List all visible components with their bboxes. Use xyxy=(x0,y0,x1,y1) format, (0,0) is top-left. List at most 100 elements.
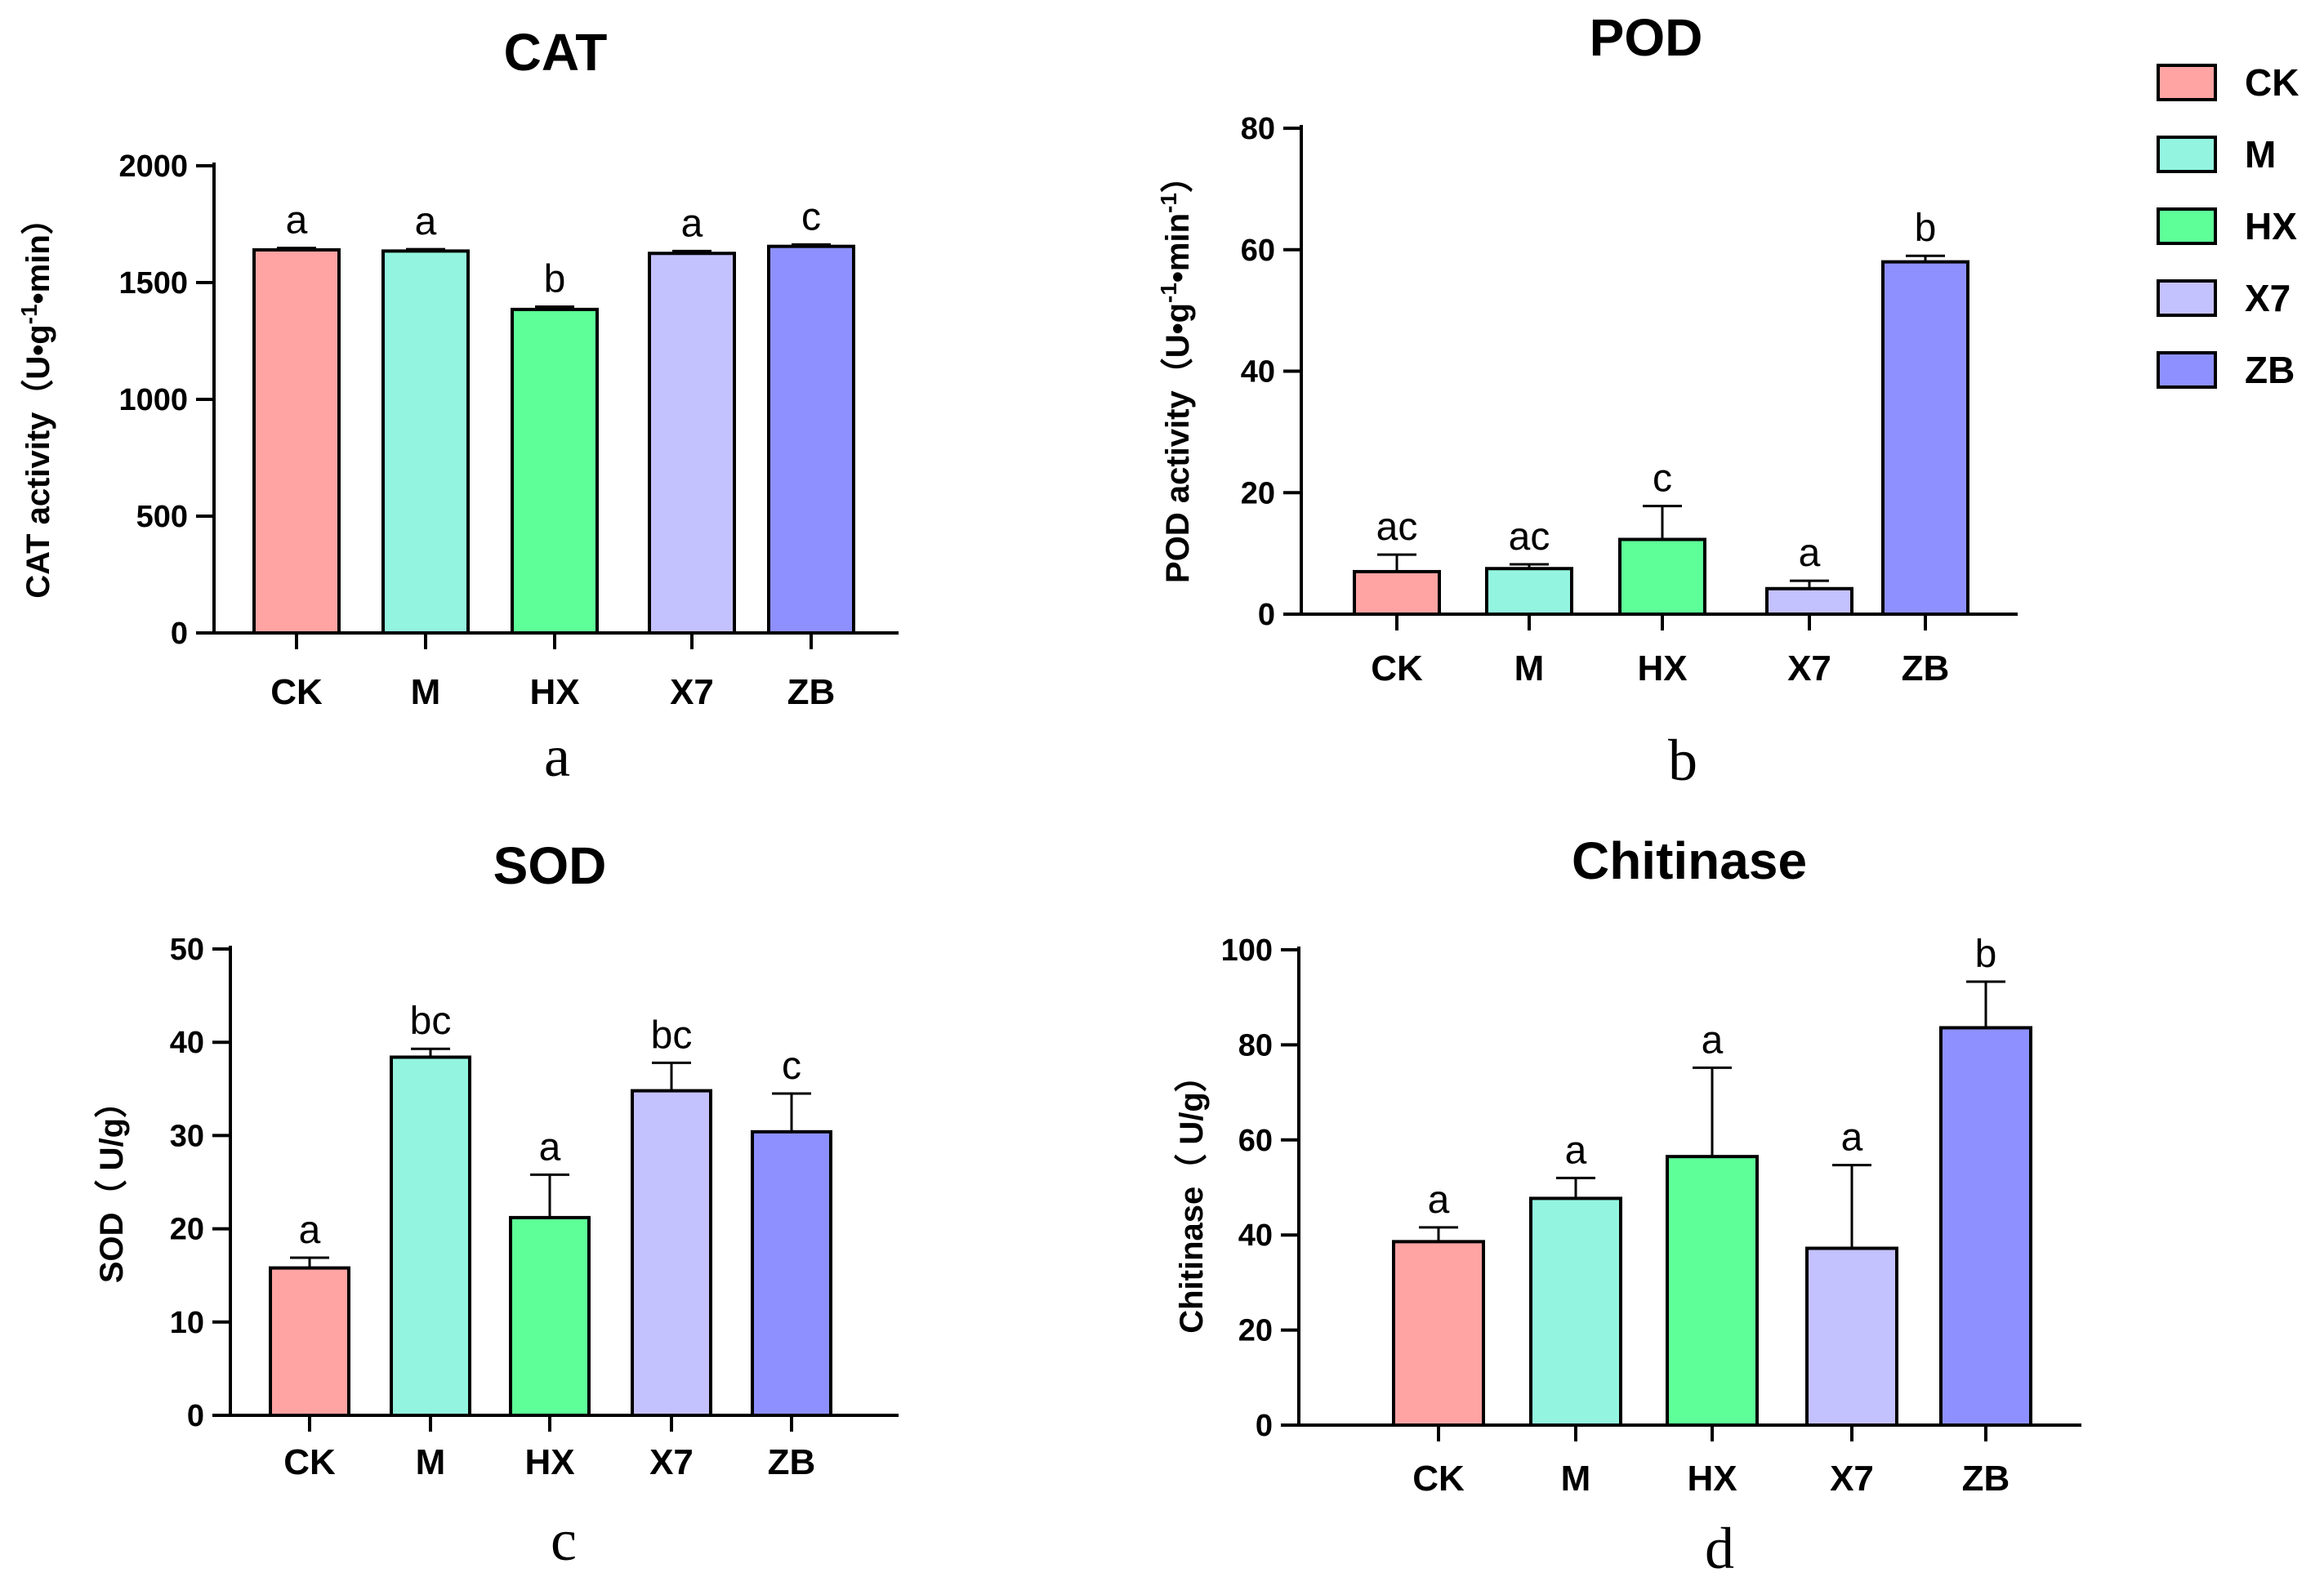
y-tick-label: 40 xyxy=(1241,355,1275,390)
x-tick-label: ZB xyxy=(1962,1459,2010,1499)
chart-cat: CAT CAT activity（U•g-1•min） 0 500 1000 1500 20… xyxy=(16,23,899,789)
x-tick-label: M xyxy=(416,1442,446,1482)
y-tick-label: 40 xyxy=(1238,1218,1273,1253)
y-tick-label: 0 xyxy=(1258,598,1275,632)
bar-m xyxy=(1485,567,1573,616)
significance-label: c xyxy=(801,195,821,238)
significance-label: b xyxy=(544,257,566,301)
x-tick-label: M xyxy=(1561,1459,1591,1499)
significance-label: a xyxy=(1428,1178,1450,1222)
y-tick-label: 10 xyxy=(170,1306,204,1340)
legend-swatch-hx xyxy=(2157,207,2217,245)
chart-title: Chitinase xyxy=(1572,831,1807,890)
bar-hx xyxy=(511,307,599,635)
significance-label: a xyxy=(1565,1129,1587,1172)
significance-label: c xyxy=(782,1045,801,1088)
bar-m xyxy=(381,249,470,635)
significance-label: a xyxy=(681,202,703,245)
y-tick-label: 1500 xyxy=(118,266,188,301)
legend: CK M HX X7 ZB xyxy=(2157,61,2299,391)
panel-label: b xyxy=(1668,728,1697,793)
x-tick-label: M xyxy=(1514,648,1545,688)
bar-zb xyxy=(1881,260,1969,616)
significance-label: a xyxy=(286,199,308,243)
y-tick-label: 20 xyxy=(170,1213,204,1247)
x-tick-label: HX xyxy=(1637,648,1687,688)
chart-title: SOD xyxy=(493,836,607,895)
panel-label: d xyxy=(1705,1516,1734,1581)
bar-ck xyxy=(252,247,341,635)
y-tick-label: 100 xyxy=(1221,933,1273,968)
y-tick-label: 50 xyxy=(170,933,204,967)
bar-x7 xyxy=(1805,1246,1898,1427)
significance-label: a xyxy=(1799,532,1821,575)
x-tick-label: X7 xyxy=(649,1442,694,1482)
bar-m xyxy=(390,1055,471,1418)
significance-label: a xyxy=(539,1125,561,1169)
significance-label: c xyxy=(1653,457,1672,501)
chart-title: CAT xyxy=(504,23,608,82)
y-tick-label: 0 xyxy=(171,617,188,651)
legend-swatch-ck xyxy=(2157,64,2217,101)
bar-x7 xyxy=(648,252,736,635)
x-tick-label: M xyxy=(411,672,441,712)
legend-swatch-x7 xyxy=(2157,279,2217,317)
x-tick-label: X7 xyxy=(670,672,714,712)
significance-label: ac xyxy=(1376,506,1418,549)
significance-label: ac xyxy=(1509,515,1550,559)
bar-ck xyxy=(269,1266,350,1417)
legend-label-hx: HX xyxy=(2245,205,2297,247)
significance-label: bc xyxy=(410,1000,452,1043)
significance-label: b xyxy=(1975,933,1997,976)
y-tick-label: 500 xyxy=(136,500,188,534)
y-tick-label: 60 xyxy=(1241,234,1275,268)
y-tick-label: 80 xyxy=(1241,112,1275,146)
significance-label: a xyxy=(1841,1116,1863,1160)
y-tick-label: 2000 xyxy=(118,149,188,184)
y-tick-label: 60 xyxy=(1238,1124,1273,1158)
x-tick-label: ZB xyxy=(768,1442,816,1482)
legend-swatch-m xyxy=(2157,136,2217,173)
x-tick-label: CK xyxy=(1371,648,1423,688)
significance-label: a xyxy=(415,200,437,243)
x-tick-label: X7 xyxy=(1787,648,1831,688)
x-tick-label: CK xyxy=(1412,1459,1465,1499)
chart-chitinase: Chitinase Chitinase（ U/g） 0 20 40 60 80 100 a CK a… xyxy=(1174,831,2081,1581)
significance-label: a xyxy=(299,1209,321,1252)
bar-x7 xyxy=(631,1089,712,1417)
y-axis-label: CAT activity（U•g-1•min） xyxy=(16,202,57,599)
chart-sod: SOD SOD（ U/g） 0 10 20 30 40 50 a CK bc Ma HX bc X7 c ZB c xyxy=(94,836,899,1573)
panel-label: c xyxy=(551,1508,577,1573)
bar-hx xyxy=(509,1215,591,1417)
bar-m xyxy=(1529,1196,1622,1427)
x-tick-label: CK xyxy=(270,672,323,712)
y-tick-label: 20 xyxy=(1241,476,1275,510)
bar-zb xyxy=(751,1129,832,1418)
x-tick-label: HX xyxy=(529,672,579,712)
y-axis-label: SOD（ U/g） xyxy=(94,1085,130,1283)
bar-zb xyxy=(767,244,855,635)
y-tick-label: 40 xyxy=(170,1026,204,1060)
legend-label-ck: CK xyxy=(2245,61,2299,104)
legend-label-zb: ZB xyxy=(2245,349,2295,391)
x-tick-label: HX xyxy=(524,1442,574,1482)
y-axis-label: POD activity（U•g-1•min-1） xyxy=(1156,160,1197,583)
significance-label: a xyxy=(1702,1018,1724,1062)
bar-x7 xyxy=(1765,586,1853,617)
significance-label: b xyxy=(1915,207,1937,250)
legend-label-x7: X7 xyxy=(2245,277,2291,319)
x-tick-label: X7 xyxy=(1830,1459,1874,1499)
y-tick-label: 0 xyxy=(187,1399,204,1433)
x-tick-label: HX xyxy=(1687,1459,1737,1499)
y-tick-label: 30 xyxy=(170,1119,204,1153)
chart-title: POD xyxy=(1590,8,1703,67)
legend-label-m: M xyxy=(2245,133,2276,176)
y-tick-label: 1000 xyxy=(118,383,188,417)
bar-hx xyxy=(1666,1155,1759,1428)
legend-swatch-zb xyxy=(2157,351,2217,389)
bar-zb xyxy=(1939,1026,2032,1427)
bar-hx xyxy=(1618,537,1706,616)
y-tick-label: 0 xyxy=(1256,1409,1273,1443)
